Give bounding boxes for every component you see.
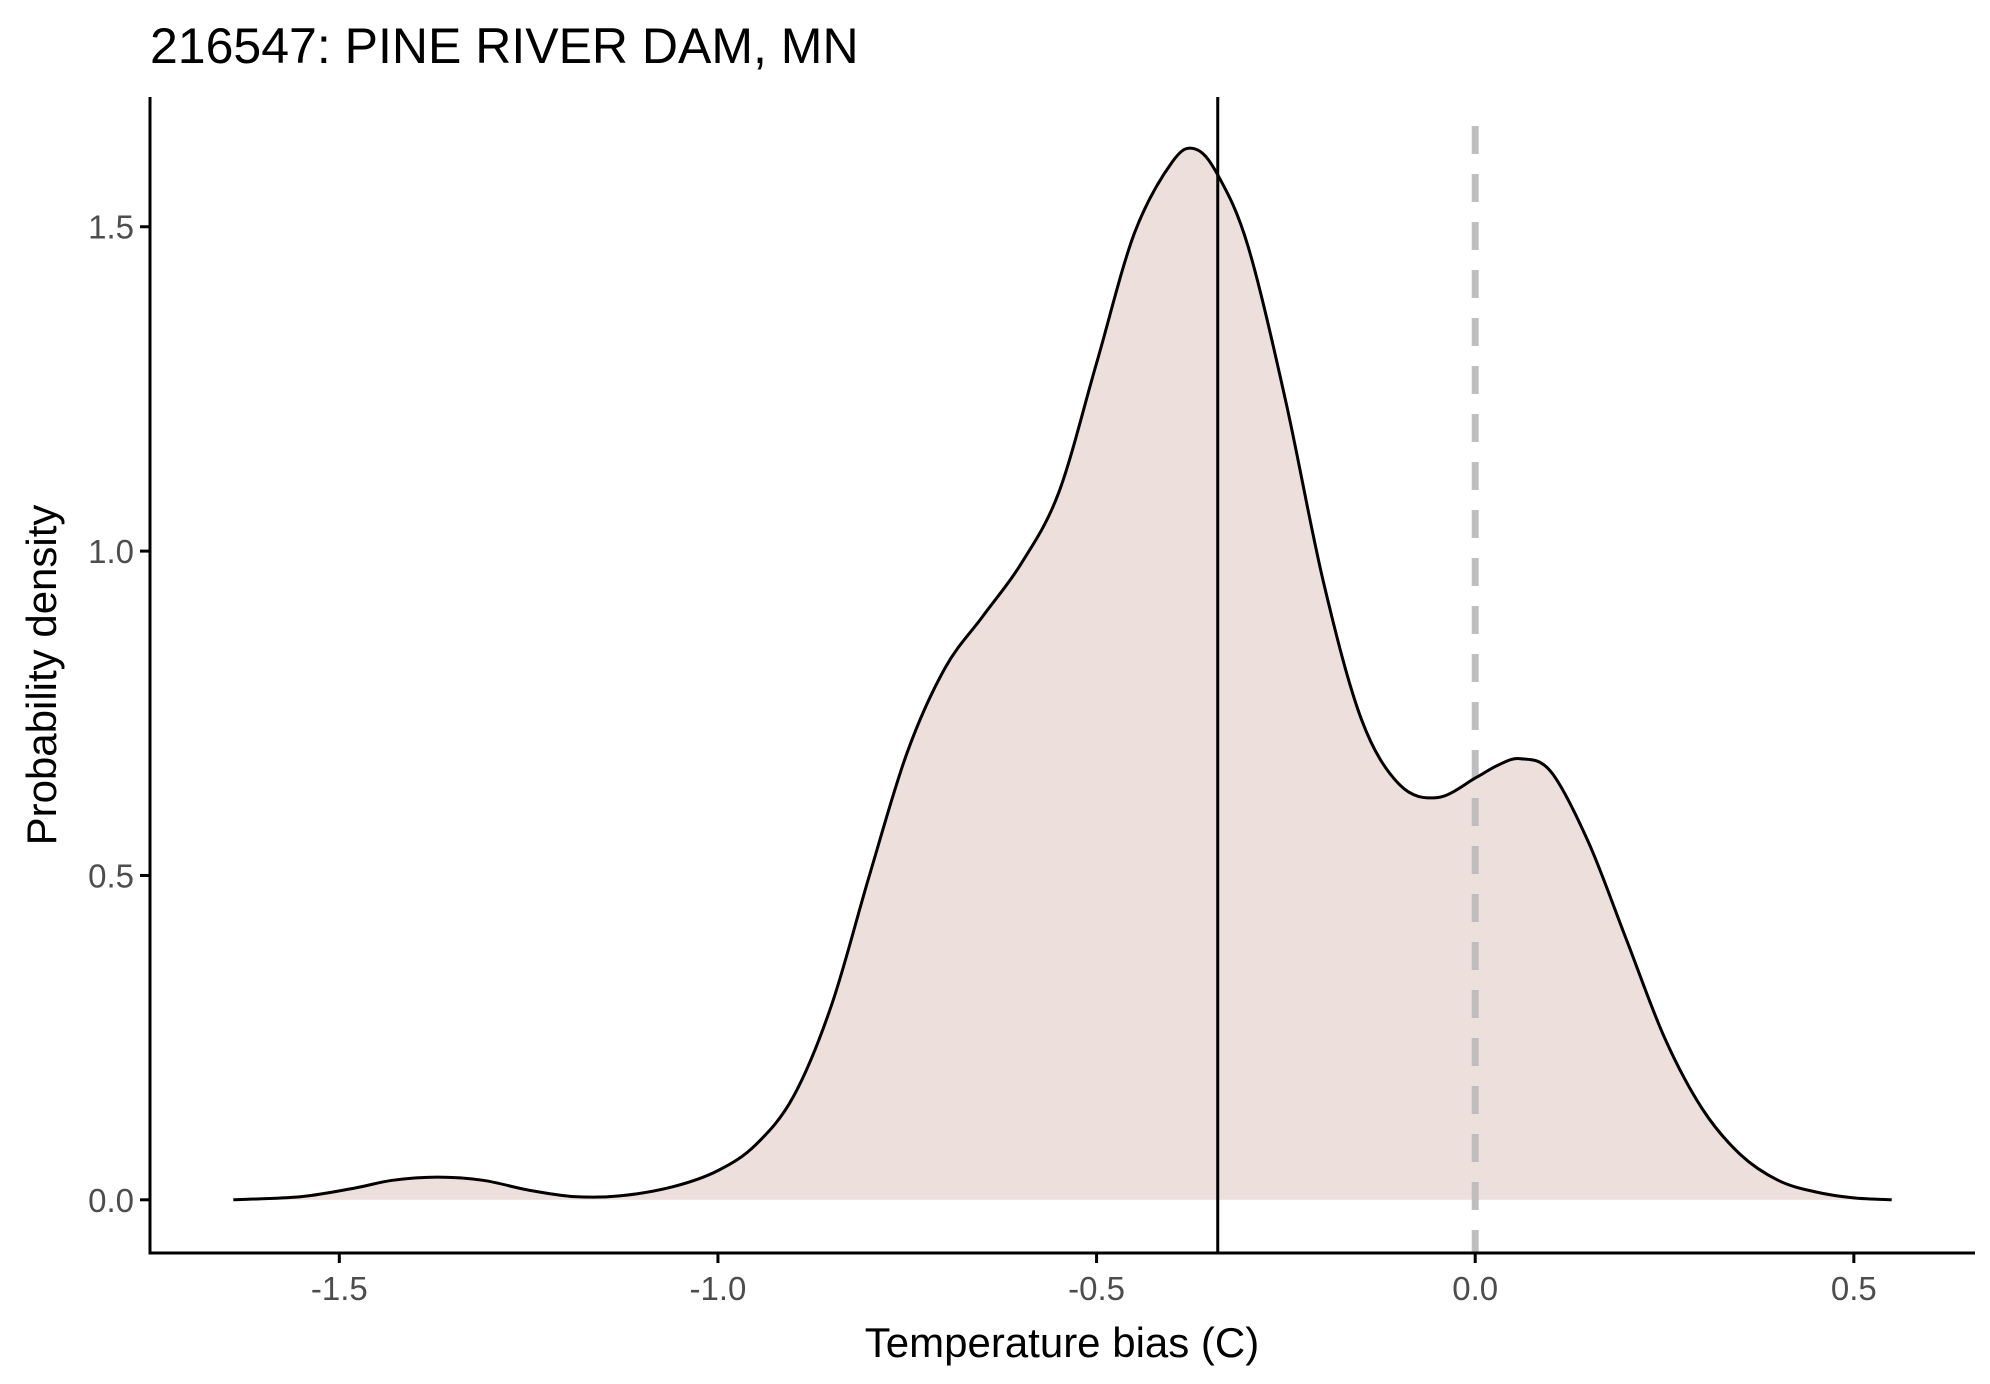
y-axis-ticks: 0.0 0.5 1.0 1.5 [88, 209, 150, 1219]
y-tick-label: 1.0 [88, 533, 134, 570]
chart-title: 216547: PINE RIVER DAM, MN [150, 18, 859, 74]
density-area-fill [233, 148, 1892, 1200]
density-curve-line [233, 146, 1892, 1202]
y-axis-title: Probability density [18, 505, 65, 846]
x-tick-label: -0.5 [1068, 1270, 1125, 1307]
y-tick-label: 0.0 [88, 1182, 134, 1219]
x-tick-label: 0.5 [1831, 1270, 1877, 1307]
y-tick-label: 0.5 [88, 857, 134, 894]
plot-area [233, 97, 1892, 1253]
x-axis-title: Temperature bias (C) [865, 1319, 1259, 1366]
x-tick-label: 0.0 [1452, 1270, 1498, 1307]
y-tick-label: 1.5 [88, 209, 134, 246]
x-axis-ticks: -1.5 -1.0 -0.5 0.0 0.5 [311, 1253, 1877, 1307]
x-tick-label: -1.5 [311, 1270, 368, 1307]
x-tick-label: -1.0 [690, 1270, 747, 1307]
axes: 0.0 0.5 1.0 1.5 -1.5 -1.0 -0.5 0.0 0.5 [88, 97, 1975, 1307]
